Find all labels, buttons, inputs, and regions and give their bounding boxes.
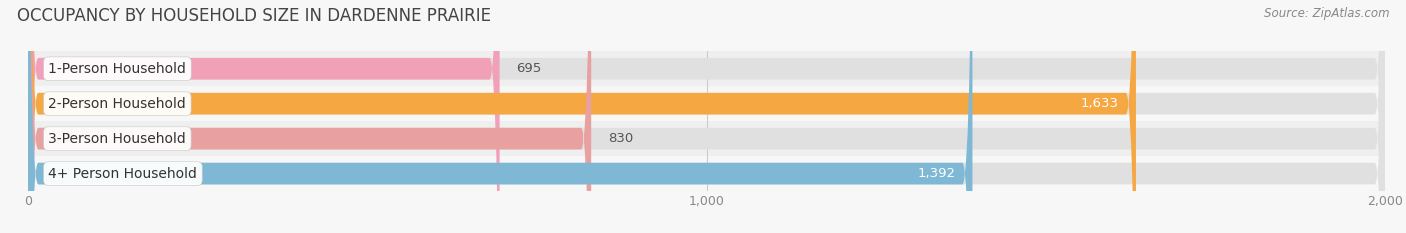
FancyBboxPatch shape: [28, 0, 1385, 233]
Bar: [28, 121, 1385, 156]
Text: 1,392: 1,392: [918, 167, 956, 180]
Text: 2-Person Household: 2-Person Household: [48, 97, 186, 111]
FancyBboxPatch shape: [28, 0, 591, 233]
FancyBboxPatch shape: [28, 0, 973, 233]
Text: 1-Person Household: 1-Person Household: [48, 62, 187, 76]
Text: Source: ZipAtlas.com: Source: ZipAtlas.com: [1264, 7, 1389, 20]
Text: 1,633: 1,633: [1081, 97, 1119, 110]
FancyBboxPatch shape: [28, 0, 1385, 233]
Bar: [28, 51, 1385, 86]
FancyBboxPatch shape: [28, 0, 1385, 233]
Text: OCCUPANCY BY HOUSEHOLD SIZE IN DARDENNE PRAIRIE: OCCUPANCY BY HOUSEHOLD SIZE IN DARDENNE …: [17, 7, 491, 25]
FancyBboxPatch shape: [28, 0, 499, 233]
Bar: [28, 86, 1385, 121]
Text: 4+ Person Household: 4+ Person Household: [48, 167, 197, 181]
FancyBboxPatch shape: [28, 0, 1385, 233]
Text: 695: 695: [516, 62, 541, 75]
Text: 3-Person Household: 3-Person Household: [48, 132, 186, 146]
FancyBboxPatch shape: [28, 0, 1136, 233]
Bar: [28, 156, 1385, 191]
Text: 830: 830: [609, 132, 633, 145]
